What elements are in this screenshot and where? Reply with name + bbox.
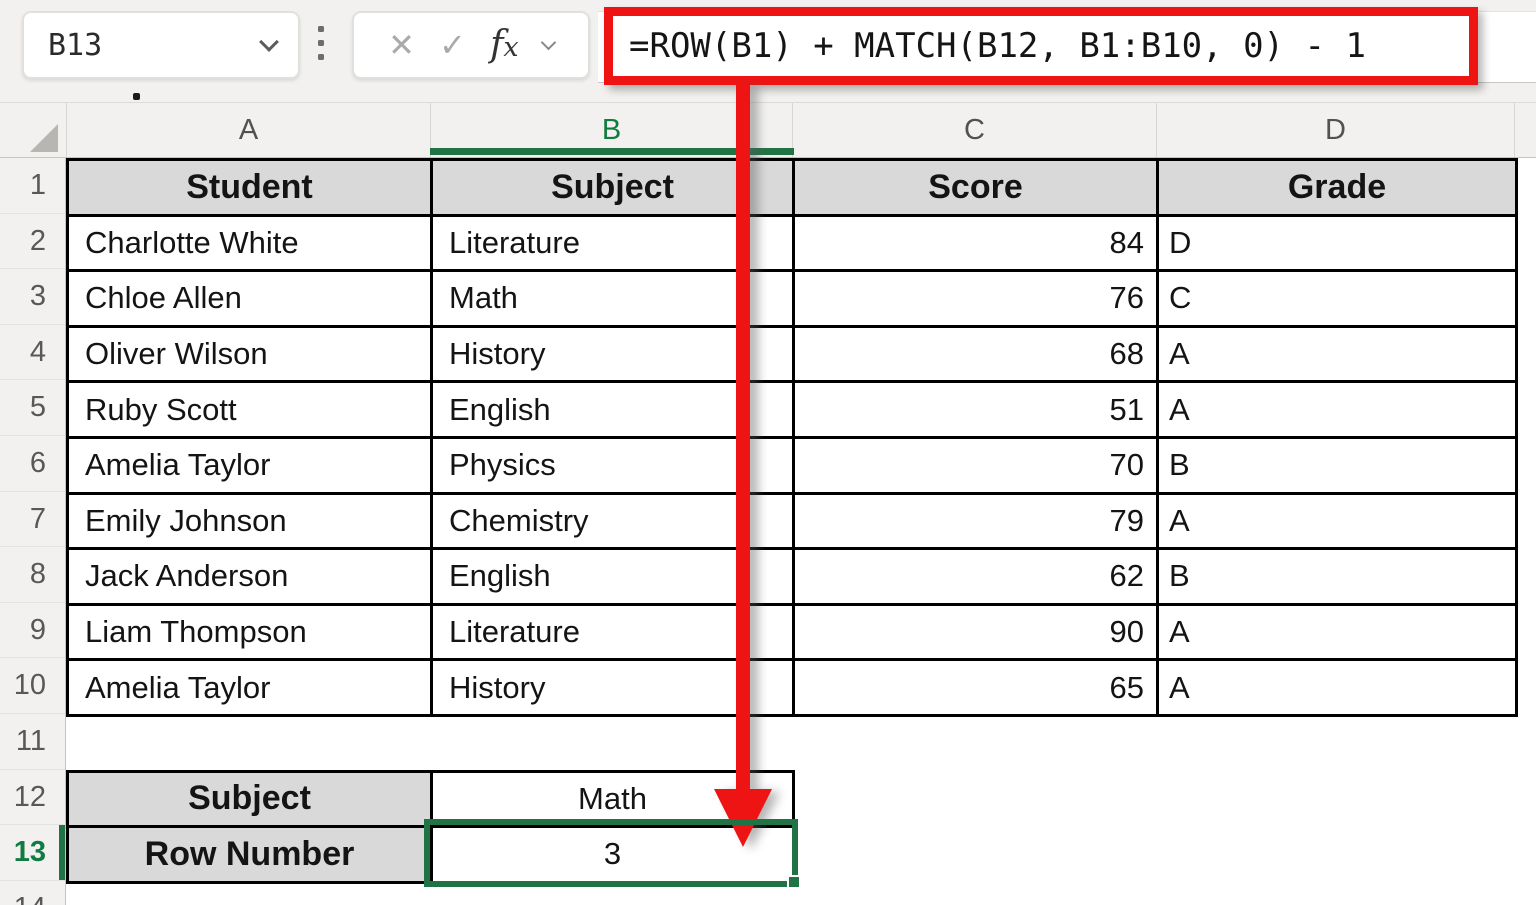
row-header-12[interactable]: 12 — [0, 770, 65, 826]
row-header-4[interactable]: 4 — [0, 325, 65, 381]
cell-D10[interactable]: A — [1159, 661, 1518, 717]
cell-D6[interactable]: B — [1159, 438, 1518, 495]
fill-handle[interactable] — [787, 875, 801, 889]
column-header-A[interactable]: A — [66, 103, 430, 157]
cell-C2[interactable]: 84 — [795, 216, 1159, 273]
row-header-3[interactable]: 3 — [0, 269, 65, 325]
cell-B10[interactable]: History — [433, 661, 795, 717]
row-header-13[interactable]: 13 — [0, 825, 65, 881]
cell-B2[interactable]: Literature — [433, 216, 795, 273]
chevron-down-icon[interactable] — [259, 32, 279, 52]
data-table: Student Subject Score Grade Charlotte White L… — [66, 158, 1518, 717]
row-header-6[interactable]: 6 — [0, 436, 65, 492]
row-header-7[interactable]: 7 — [0, 492, 65, 548]
enter-icon[interactable]: ✓ — [439, 27, 466, 63]
cell-D9[interactable]: A — [1159, 605, 1518, 662]
lookup-table: Subject Math Row Number 3 — [66, 769, 795, 884]
cell-B9[interactable]: Literature — [433, 605, 795, 662]
cell-C7[interactable]: 79 — [795, 494, 1159, 551]
cell-D3[interactable]: C — [1159, 272, 1518, 328]
cell-D5[interactable]: A — [1159, 383, 1518, 439]
cell-D1[interactable]: Grade — [1159, 161, 1518, 217]
cell-C10[interactable]: 65 — [795, 661, 1159, 717]
cell-reference: B13 — [48, 27, 103, 63]
row-header-10[interactable]: 10 — [0, 658, 65, 714]
cell-A3[interactable]: Chloe Allen — [69, 272, 433, 328]
formula-bar: B13 ✕ ✓ fx =ROW(B1) + MATCH(B12, B1:B10,… — [0, 0, 1536, 103]
cell-A7[interactable]: Emily Johnson — [69, 494, 433, 551]
insert-function-icon[interactable]: fx — [490, 24, 519, 65]
separator-dots-icon — [318, 26, 324, 60]
row-header-2[interactable]: 2 — [0, 214, 65, 270]
cell-A6[interactable]: Amelia Taylor — [69, 438, 433, 495]
cell-C6[interactable]: 70 — [795, 438, 1159, 495]
cell-A2[interactable]: Charlotte White — [69, 216, 433, 273]
cell-C5[interactable]: 51 — [795, 383, 1159, 439]
cell-A9[interactable]: Liam Thompson — [69, 605, 433, 662]
chevron-down-icon[interactable] — [540, 34, 557, 50]
selected-column-accent — [430, 148, 794, 155]
row-header-1[interactable]: 1 — [0, 158, 65, 214]
cell-B1[interactable]: Subject — [433, 161, 795, 217]
cell-C9[interactable]: 90 — [795, 605, 1159, 662]
cell-B8[interactable]: English — [433, 550, 795, 606]
cell-D4[interactable]: A — [1159, 327, 1518, 384]
formula-controls: ✕ ✓ fx — [352, 11, 590, 79]
cancel-icon[interactable]: ✕ — [388, 27, 415, 63]
cell-A4[interactable]: Oliver Wilson — [69, 327, 433, 384]
cell-B7[interactable]: Chemistry — [433, 494, 795, 551]
formula-highlight-box: =ROW(B1) + MATCH(B12, B1:B10, 0) - 1 — [604, 7, 1478, 85]
cell-B5[interactable]: English — [433, 383, 795, 439]
cell-B4[interactable]: History — [433, 327, 795, 384]
cell-C8[interactable]: 62 — [795, 550, 1159, 606]
image-speck — [133, 93, 140, 100]
cell-A5[interactable]: Ruby Scott — [69, 383, 433, 439]
cell-B12[interactable]: Math — [433, 772, 795, 829]
cell-B13[interactable]: 3 — [433, 828, 795, 884]
column-header-D[interactable]: D — [1156, 103, 1515, 157]
row-header-14[interactable]: 14 — [0, 881, 65, 905]
cell-B3[interactable]: Math — [433, 272, 795, 328]
cell-C1[interactable]: Score — [795, 161, 1159, 217]
select-all-corner[interactable] — [30, 124, 58, 152]
formula-input[interactable]: =ROW(B1) + MATCH(B12, B1:B10, 0) - 1 — [629, 26, 1366, 66]
cell-A1[interactable]: Student — [69, 161, 433, 217]
cell-A13[interactable]: Row Number — [69, 828, 433, 884]
cell-A10[interactable]: Amelia Taylor — [69, 661, 433, 717]
cell-D2[interactable]: D — [1159, 216, 1518, 273]
row-header-5[interactable]: 5 — [0, 380, 65, 436]
row-header-8[interactable]: 8 — [0, 547, 65, 603]
name-box[interactable]: B13 — [22, 11, 300, 79]
row-header-gutter: 1234567891011121314 — [0, 158, 66, 905]
cell-A12[interactable]: Subject — [69, 772, 433, 829]
cell-C3[interactable]: 76 — [795, 272, 1159, 328]
cell-B6[interactable]: Physics — [433, 438, 795, 495]
cell-D7[interactable]: A — [1159, 494, 1518, 551]
cell-A8[interactable]: Jack Anderson — [69, 550, 433, 606]
column-header-C[interactable]: C — [792, 103, 1156, 157]
cell-D8[interactable]: B — [1159, 550, 1518, 606]
row-header-9[interactable]: 9 — [0, 603, 65, 659]
cell-C4[interactable]: 68 — [795, 327, 1159, 384]
row-header-11[interactable]: 11 — [0, 714, 65, 770]
column-header-B[interactable]: B — [430, 103, 792, 157]
